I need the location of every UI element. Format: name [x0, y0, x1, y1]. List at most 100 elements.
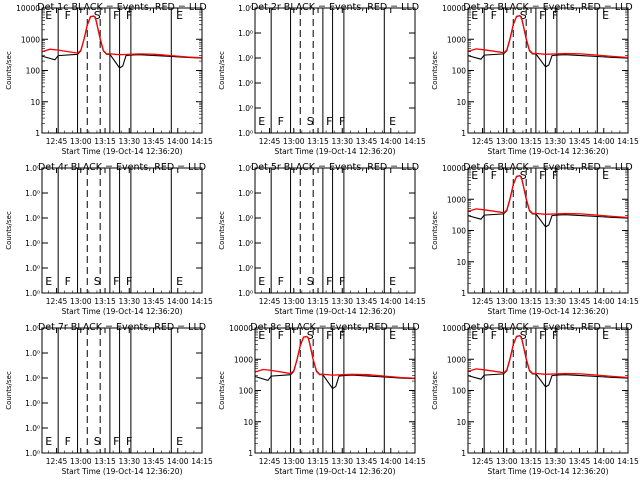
- flag-label: E: [389, 115, 396, 128]
- y-tick-label: 1: [461, 289, 466, 298]
- series-line-lld: [41, 15, 203, 59]
- flag-label: E: [471, 9, 478, 22]
- x-tick-label: 12:45: [259, 457, 281, 466]
- flag-label: E: [45, 9, 52, 22]
- flag-label: S: [307, 115, 314, 128]
- flag-label: F: [326, 115, 332, 128]
- y-tick-label: 1.0⁰: [238, 239, 253, 248]
- y-tick-label: 1.0⁰: [25, 289, 40, 298]
- x-tick-label: 13:00: [70, 457, 92, 466]
- plot-frame: [467, 167, 629, 294]
- x-tick-label: 13:30: [544, 457, 566, 466]
- flag-label: F: [65, 275, 71, 288]
- flag-label: E: [258, 275, 265, 288]
- y-tick-label: 1.0⁰: [25, 374, 40, 383]
- y-tick-label: 10000: [442, 164, 466, 173]
- x-tick-label: 13:45: [356, 297, 378, 306]
- y-tick-label: 1: [248, 449, 253, 458]
- y-tick-label: 1000: [21, 35, 40, 44]
- series-line-lld: [467, 14, 629, 59]
- y-tick-label: 1.0⁰: [25, 399, 40, 408]
- y-axis-label: Counts/sec: [5, 211, 13, 250]
- x-tick-label: 13:30: [544, 137, 566, 146]
- x-tick-label: 14:00: [167, 297, 189, 306]
- y-tick-label: 10000: [16, 4, 40, 13]
- detector-panel-9: Det 9c BLACK = Events, RED = LLDCounts/s…: [431, 322, 639, 476]
- x-tick-label: 13:00: [283, 297, 305, 306]
- x-tick-label: 12:45: [259, 297, 281, 306]
- flag-label: F: [126, 275, 132, 288]
- flag-label: E: [176, 275, 183, 288]
- y-tick-label: 1.0⁰: [238, 289, 253, 298]
- flag-label: E: [176, 435, 183, 448]
- x-tick-label: 13:00: [283, 137, 305, 146]
- x-tick-label: 13:15: [307, 297, 329, 306]
- flag-label: F: [539, 329, 545, 342]
- plot-frame: [41, 7, 203, 134]
- detector-panel-1: Det 1c BLACK = Events, RED = LLDCounts/s…: [5, 2, 213, 156]
- x-tick-label: 13:45: [356, 137, 378, 146]
- y-tick-label: 1.0⁰: [25, 189, 40, 198]
- flag-label: F: [539, 9, 545, 22]
- flag-label: F: [539, 169, 545, 182]
- x-tick-label: 13:00: [496, 137, 518, 146]
- plot-frame: [254, 7, 416, 134]
- y-tick-label: 1.0⁰: [238, 54, 253, 63]
- flag-label: E: [602, 9, 609, 22]
- flag-label: F: [339, 329, 345, 342]
- x-tick-label: 14:15: [404, 137, 426, 146]
- flag-label: S: [520, 169, 527, 182]
- x-tick-label: 13:45: [569, 457, 591, 466]
- y-tick-label: 1.0⁰: [25, 449, 40, 458]
- flag-label: F: [552, 329, 558, 342]
- y-tick-label: 1000: [447, 195, 466, 204]
- flag-label: F: [491, 9, 497, 22]
- flag-label: E: [389, 275, 396, 288]
- flag-label: F: [326, 329, 332, 342]
- x-tick-label: 13:00: [496, 457, 518, 466]
- y-axis-label: Counts/sec: [5, 371, 13, 410]
- y-tick-label: 1.0⁰: [238, 129, 253, 138]
- y-tick-label: 1.0⁰: [25, 264, 40, 273]
- y-tick-label: 10: [456, 418, 466, 427]
- detector-panel-8: Det 8c BLACK = Events, RED = LLDCounts/s…: [218, 322, 426, 476]
- flag-label: F: [326, 275, 332, 288]
- detector-panel-4: Det 4r BLACK = Events, RED = LLDCounts/s…: [5, 162, 213, 316]
- y-axis-label: Counts/sec: [5, 51, 13, 90]
- x-axis-label: Start Time (19-Oct-14 12:36:20): [61, 307, 182, 316]
- y-tick-label: 10000: [442, 324, 466, 333]
- x-tick-label: 13:15: [94, 457, 116, 466]
- y-tick-label: 1000: [234, 355, 253, 364]
- plot-frame: [254, 167, 416, 294]
- x-tick-label: 14:15: [617, 297, 639, 306]
- y-tick-label: 1.0⁰: [238, 189, 253, 198]
- x-axis-label: Start Time (19-Oct-14 12:36:20): [61, 147, 182, 156]
- x-axis-label: Start Time (19-Oct-14 12:36:20): [274, 467, 395, 476]
- x-tick-label: 13:15: [94, 137, 116, 146]
- y-tick-label: 1.0⁰: [238, 79, 253, 88]
- y-tick-label: 10000: [442, 4, 466, 13]
- plot-frame: [254, 327, 416, 454]
- y-tick-label: 1.0⁰: [25, 239, 40, 248]
- flag-label: F: [552, 9, 558, 22]
- flag-label: S: [520, 9, 527, 22]
- y-axis-label: Counts/sec: [218, 211, 226, 250]
- x-tick-label: 14:00: [380, 457, 402, 466]
- flag-label: E: [176, 9, 183, 22]
- x-tick-label: 14:00: [167, 457, 189, 466]
- x-tick-label: 13:30: [118, 297, 140, 306]
- x-tick-label: 12:45: [46, 297, 68, 306]
- plot-frame: [41, 167, 203, 294]
- x-tick-label: 13:45: [143, 137, 165, 146]
- flag-label: E: [258, 115, 265, 128]
- plot-frame: [41, 327, 203, 454]
- flag-label: S: [94, 9, 101, 22]
- series-line-lld: [467, 174, 629, 219]
- y-tick-label: 10: [456, 98, 466, 107]
- y-tick-label: 1.0⁰: [238, 264, 253, 273]
- plot-frame: [467, 327, 629, 454]
- x-tick-label: 12:45: [472, 457, 494, 466]
- flag-label: F: [113, 435, 119, 448]
- x-tick-label: 13:15: [94, 297, 116, 306]
- detector-panel-2: Det 2r BLACK = Events, RED = LLDCounts/s…: [218, 2, 426, 156]
